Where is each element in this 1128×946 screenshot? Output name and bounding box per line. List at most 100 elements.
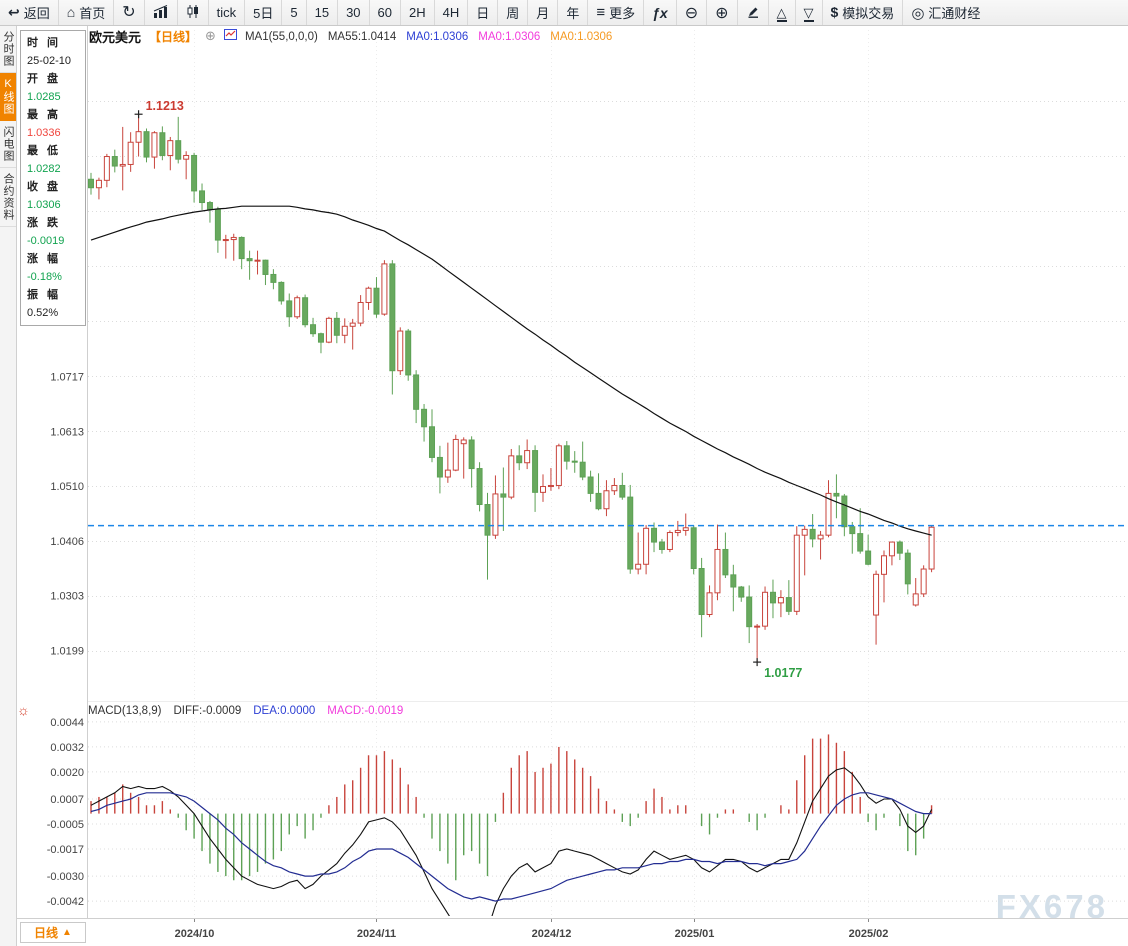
toolbar-item-日[interactable]: 日 [468, 0, 499, 25]
toolbar-item-5[interactable]: 5 [282, 0, 307, 25]
macd-legend-item: MACD(13,8,9) [88, 705, 162, 717]
toolbar-item-4H[interactable]: 4H [435, 0, 469, 25]
add-indicator-icon[interactable]: ⊕ [205, 28, 216, 43]
triangle-down-icon: ▽ [803, 4, 814, 22]
svg-text:1.0717: 1.0717 [50, 372, 84, 384]
toolbar-item-tick[interactable]: tick [209, 0, 246, 25]
svg-text:2025/02: 2025/02 [849, 928, 889, 940]
toolbar-item-周[interactable]: 周 [498, 0, 529, 25]
toolbar-item-triangle-down[interactable]: ▽ [796, 0, 823, 25]
toolbar-item-汇通财经[interactable]: ◎ 汇通财经 [911, 4, 981, 22]
toolbar-item-triangle-up[interactable]: △ [769, 0, 796, 25]
info-value: -0.18% [27, 271, 62, 283]
period-label: 【日线】 [149, 29, 198, 44]
toolbar-item-bar-chart[interactable] [145, 0, 178, 25]
svg-text:2024/10: 2024/10 [175, 928, 215, 940]
bar-chart-icon [153, 4, 169, 21]
kline-mini-icon[interactable] [223, 29, 237, 43]
sidebar-tab-合约资料[interactable]: 合约资料 [0, 168, 16, 227]
left-tab-strip: 分时图 K线图 闪电图 合约资料 [0, 26, 17, 946]
svg-text:2024/11: 2024/11 [357, 928, 396, 940]
info-value: 1.0285 [27, 91, 61, 103]
menu-icon: ≡ [596, 4, 606, 21]
sidebar-tab-分时图[interactable]: 分时图 [0, 26, 16, 73]
info-label: 涨 幅 [27, 253, 62, 265]
macd-legend-item: MACD:-0.0019 [327, 705, 404, 717]
toolbar-item-60[interactable]: 60 [370, 0, 402, 25]
ma-legend-item: MA55:1.0414 [327, 31, 397, 43]
info-label: 收 盘 [27, 181, 62, 193]
info-value: 25-02-10 [27, 55, 72, 67]
toolbar-item-更多[interactable]: ≡ 更多 [588, 0, 645, 25]
svg-text:1.0303: 1.0303 [50, 590, 84, 602]
sidebar-tab-闪电图[interactable]: 闪电图 [0, 121, 16, 168]
macd-legend-item: DEA:0.0000 [253, 705, 316, 717]
candlestick-layer [88, 114, 935, 663]
info-label: 时 间 [27, 37, 62, 49]
top-toolbar: ↩ 返回 ⌂ 首页 ↻ tick 5日 5 15 30 60 2H 4H 日周月年 ≡ 更多 ƒx ⊖ ⊕ △ ▽ $ 模拟… [0, 0, 1128, 26]
macd-settings-icon[interactable]: ☼ [17, 702, 30, 718]
gridlines [88, 30, 1128, 918]
toolbar-item-zoom-out[interactable]: ⊖ [677, 0, 708, 25]
info-label: 最 高 [27, 109, 62, 121]
x-axis: 2024/10 2024/11 2024/12 2025/01 2025/02 1.071… [17, 26, 1128, 940]
dollar-icon: $ [830, 4, 839, 20]
toolbar-item-30[interactable]: 30 [338, 0, 370, 25]
toolbar-item-15[interactable]: 15 [307, 0, 339, 25]
svg-text:1.0613: 1.0613 [50, 427, 84, 439]
toolbar-item-年[interactable]: 年 [558, 0, 589, 25]
svg-text:0.0007: 0.0007 [50, 794, 84, 806]
svg-text:-0.0005: -0.0005 [47, 819, 84, 831]
ma-legend-item: MA0:1.0306 [406, 31, 469, 43]
svg-text:0.0020: 0.0020 [50, 767, 84, 779]
pencil-icon [746, 4, 760, 21]
info-value: 1.0306 [27, 199, 61, 211]
macd-legend: MACD(13,8,9) DIFF:-0.0009 DEA:0.0000 MACD:-… [88, 705, 403, 717]
toolbar-item-首页[interactable]: ⌂ 首页 [59, 0, 115, 25]
logo-icon: ◎ [911, 4, 925, 22]
svg-text:2024/12: 2024/12 [532, 928, 572, 940]
home-icon: ⌂ [66, 4, 76, 20]
info-value: 1.0336 [27, 127, 61, 139]
toolbar-item-返回[interactable]: ↩ 返回 [0, 0, 59, 25]
toolbar-item-candles[interactable] [178, 0, 209, 25]
toolbar-item-月[interactable]: 月 [528, 0, 559, 25]
info-value: 0.52% [27, 307, 59, 319]
svg-text:2025/01: 2025/01 [675, 928, 715, 940]
candles-icon [186, 4, 200, 21]
svg-text:1.0406: 1.0406 [50, 536, 84, 548]
svg-text:0.0044: 0.0044 [50, 717, 84, 729]
macd-legend-item: DIFF:-0.0009 [173, 705, 242, 717]
svg-text:0.0032: 0.0032 [50, 742, 84, 754]
svg-text:-0.0042: -0.0042 [47, 896, 84, 908]
svg-text:1.1213: 1.1213 [146, 99, 184, 113]
svg-text:1.0199: 1.0199 [50, 645, 84, 657]
svg-text:-0.0017: -0.0017 [47, 844, 84, 856]
toolbar-item-refresh[interactable]: ↻ [114, 0, 145, 25]
macd-layer [90, 734, 933, 916]
fx-icon: ƒx [652, 4, 668, 21]
toolbar-item-模拟交易[interactable]: $ 模拟交易 [823, 0, 904, 25]
toolbar-item-2H[interactable]: 2H [401, 0, 435, 25]
zoom-out-icon: ⊖ [684, 4, 699, 22]
triangle-up-icon: △ [776, 4, 787, 22]
ma-legend-item: MA0:1.0306 [550, 31, 613, 43]
back-arrow-icon: ↩ [8, 4, 20, 20]
diff-line [90, 767, 933, 916]
sidebar-tab-K线图[interactable]: K线图 [0, 73, 16, 121]
toolbar-item-5日[interactable]: 5日 [245, 0, 283, 25]
toolbar-item-zoom-in[interactable]: ⊕ [707, 0, 738, 25]
toolbar-item-fx[interactable]: ƒx [644, 0, 677, 25]
zoom-in-icon: ⊕ [715, 4, 729, 22]
triangle-up-icon: ▲ [62, 927, 72, 938]
info-label: 开 盘 [27, 73, 62, 85]
ma-legend-item: MA0:1.0306 [478, 31, 541, 43]
ma-legend: MA1(55,0,0,0) MA55:1.0414 MA0:1.0306 MA0:1.… [245, 29, 622, 43]
svg-text:-0.0030: -0.0030 [47, 871, 84, 883]
ma-legend-item: MA1(55,0,0,0) [244, 31, 318, 43]
info-value: -0.0019 [27, 235, 65, 247]
period-selector[interactable]: 日线 ▲ [20, 922, 86, 943]
toolbar-item-pencil[interactable] [738, 0, 769, 25]
